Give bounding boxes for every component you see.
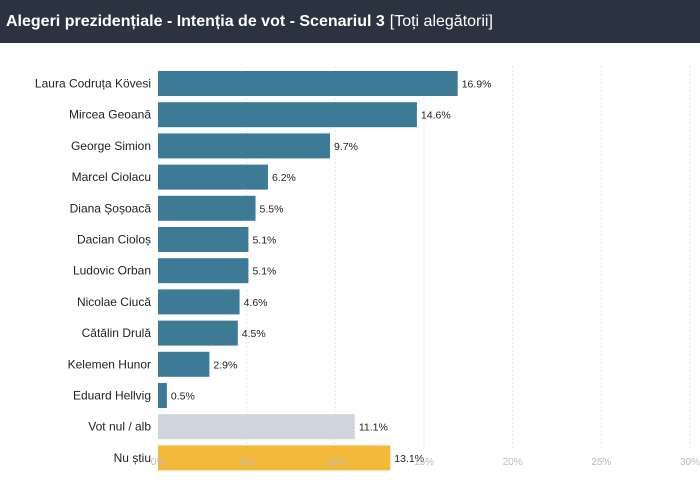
x-tick-label: 0% xyxy=(151,457,166,468)
bar xyxy=(158,71,458,96)
value-label: 13.1% xyxy=(394,453,424,465)
chart-subtitle: [Toți alegătorii] xyxy=(389,12,493,30)
category-label: Kelemen Hunor xyxy=(68,357,151,371)
bar xyxy=(158,289,240,315)
value-label: 6.2% xyxy=(272,172,296,184)
bar xyxy=(158,320,238,346)
x-tick-label: 25% xyxy=(591,457,611,468)
value-label: 4.6% xyxy=(244,297,268,309)
category-label: Nicolae Ciucă xyxy=(77,295,151,309)
x-tick-label: 30% xyxy=(680,457,700,468)
category-label: Vot nul / alb xyxy=(88,420,151,434)
chart-title: Alegeri prezidențiale - Intenția de vot … xyxy=(6,12,385,30)
x-tick-label: 10% xyxy=(325,457,345,468)
value-label: 0.5% xyxy=(171,391,195,403)
bar xyxy=(158,383,167,408)
category-label: Mircea Geoană xyxy=(69,108,151,122)
category-label: Eduard Hellvig xyxy=(73,389,151,403)
category-label: Laura Codruța Kövesi xyxy=(35,77,151,91)
bar xyxy=(158,414,355,440)
value-label: 5.1% xyxy=(252,266,276,278)
chart-header: Alegeri prezidențiale - Intenția de vot … xyxy=(0,0,700,43)
value-label: 2.9% xyxy=(213,359,237,371)
bar-chart: Laura Codruța Kövesi 16.9% Mircea Geoană 14… xyxy=(35,66,700,471)
category-label: Ludovic Orban xyxy=(73,264,151,278)
value-label: 5.5% xyxy=(260,203,284,215)
x-tick-label: 15% xyxy=(414,457,434,468)
value-label: 16.9% xyxy=(462,79,492,91)
bar xyxy=(158,258,249,284)
category-label: Nu știu xyxy=(114,451,151,465)
bar xyxy=(158,133,331,159)
x-tick-label: 5% xyxy=(239,457,254,468)
value-label: 11.1% xyxy=(359,422,388,434)
category-label: Marcel Ciolacu xyxy=(72,170,151,184)
value-label: 4.5% xyxy=(242,328,266,340)
bar xyxy=(158,195,256,221)
value-label: 9.7% xyxy=(334,141,358,153)
bar xyxy=(158,164,268,190)
category-label: Diana Șoșoacă xyxy=(70,201,152,215)
bar xyxy=(158,351,210,377)
category-label: George Simion xyxy=(71,139,151,153)
bar xyxy=(158,227,249,252)
value-label: 5.1% xyxy=(252,235,276,247)
category-label: Dacian Cioloș xyxy=(77,233,151,247)
x-tick-label: 20% xyxy=(503,457,523,468)
bar xyxy=(158,102,417,128)
category-label: Cătălin Drulă xyxy=(82,326,152,340)
value-label: 14.6% xyxy=(421,110,451,122)
bar xyxy=(158,445,391,471)
